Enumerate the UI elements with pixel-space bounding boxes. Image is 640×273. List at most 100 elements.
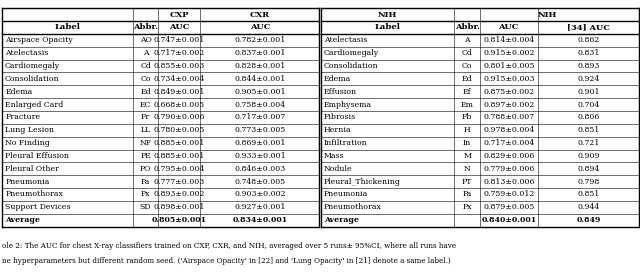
Text: Nodule: Nodule [324,165,353,173]
Text: Ed: Ed [140,88,151,96]
Text: Pneumonia: Pneumonia [5,178,49,186]
Text: 0.897±0.002: 0.897±0.002 [483,100,534,109]
Text: Fr: Fr [141,113,150,121]
Text: A: A [465,36,470,44]
Text: Average: Average [5,216,40,224]
Text: Effusion: Effusion [324,88,357,96]
Text: 0.879±0.005: 0.879±0.005 [483,203,534,211]
Text: 0.909: 0.909 [577,152,600,160]
Text: Emphysema: Emphysema [324,100,372,109]
Text: Pneumothorax: Pneumothorax [324,203,381,211]
Text: Em: Em [461,100,474,109]
Text: 0.849: 0.849 [576,216,601,224]
Text: Fb: Fb [462,113,472,121]
Text: Fracture: Fracture [5,113,40,121]
Text: Consolidation: Consolidation [324,62,378,70]
Text: Support Devices: Support Devices [5,203,70,211]
Text: 0.814±0.004: 0.814±0.004 [483,36,534,44]
Text: Ed: Ed [462,75,472,83]
Text: 0.844±0.001: 0.844±0.001 [234,75,285,83]
Text: 0.840±0.001: 0.840±0.001 [481,216,536,224]
Text: 0.885±0.001: 0.885±0.001 [154,139,205,147]
Text: 0.780±0.005: 0.780±0.005 [154,126,205,134]
Text: 0.668±0.005: 0.668±0.005 [154,100,205,109]
Text: Pleural Other: Pleural Other [5,165,59,173]
Text: 0.944: 0.944 [577,203,600,211]
Text: Mass: Mass [324,152,344,160]
Text: 0.903±0.002: 0.903±0.002 [234,191,285,198]
Text: 0.933±0.001: 0.933±0.001 [234,152,285,160]
Text: Pa: Pa [141,178,150,186]
Text: 0.898±0.001: 0.898±0.001 [154,203,205,211]
Text: Atelectasis: Atelectasis [5,49,49,57]
Text: 0.915±0.003: 0.915±0.003 [483,75,534,83]
Text: N: N [464,165,470,173]
Text: AUC: AUC [250,23,270,31]
Text: 0.759±0.012: 0.759±0.012 [483,191,534,198]
Text: 0.717±0.002: 0.717±0.002 [154,49,205,57]
Text: Co: Co [140,75,151,83]
Text: Abbr.: Abbr. [133,23,158,31]
Text: Label: Label [54,23,81,31]
Text: 0.851: 0.851 [577,191,600,198]
Text: 0.779±0.006: 0.779±0.006 [483,165,534,173]
Text: SD: SD [140,203,151,211]
Text: Pneumothorax: Pneumothorax [5,191,63,198]
Text: Airspace Opacity: Airspace Opacity [5,36,73,44]
Text: 0.748±0.005: 0.748±0.005 [234,178,285,186]
Text: CXP: CXP [170,11,189,19]
Text: 0.805±0.001: 0.805±0.001 [152,216,207,224]
Text: PT: PT [462,178,472,186]
Text: Edema: Edema [5,88,33,96]
Text: 0.704: 0.704 [577,100,600,109]
Text: 0.885±0.001: 0.885±0.001 [154,152,205,160]
Text: 0.790±0.006: 0.790±0.006 [154,113,205,121]
Text: 0.862: 0.862 [577,36,600,44]
Text: 0.837±0.001: 0.837±0.001 [234,49,285,57]
Text: 0.915±0.002: 0.915±0.002 [483,49,534,57]
Text: Px: Px [141,191,150,198]
Text: A: A [143,49,148,57]
Text: Pneumonia: Pneumonia [324,191,368,198]
Text: AUC: AUC [169,23,189,31]
Text: Lung Lesion: Lung Lesion [5,126,54,134]
Text: AUC: AUC [499,23,519,31]
Text: Px: Px [463,203,472,211]
Text: Hernia: Hernia [324,126,351,134]
Text: Cardiomegaly: Cardiomegaly [324,49,379,57]
Text: 0.924: 0.924 [577,75,600,83]
Text: NIH: NIH [378,11,397,19]
Text: Cd: Cd [140,62,151,70]
Text: Pleural_Thickening: Pleural_Thickening [324,178,401,186]
Text: 0.773±0.005: 0.773±0.005 [234,126,285,134]
Text: Average: Average [324,216,358,224]
Text: PO: PO [140,165,151,173]
Text: 0.795±0.004: 0.795±0.004 [154,165,205,173]
Text: EC: EC [140,100,151,109]
Text: Pleural Effusion: Pleural Effusion [5,152,69,160]
Text: 0.893: 0.893 [577,62,600,70]
Text: 0.806: 0.806 [577,113,600,121]
Text: 0.721: 0.721 [577,139,600,147]
Text: 0.846±0.003: 0.846±0.003 [234,165,285,173]
Text: Label: Label [374,23,401,31]
Text: Ef: Ef [463,88,472,96]
Text: NIH: NIH [537,11,557,19]
Text: CXR: CXR [250,11,270,19]
Text: 0.782±0.001: 0.782±0.001 [234,36,285,44]
Text: 0.851: 0.851 [577,126,600,134]
Text: LL: LL [140,126,151,134]
Text: Fibrosis: Fibrosis [324,113,356,121]
Text: 0.758±0.004: 0.758±0.004 [234,100,285,109]
Text: Pa: Pa [463,191,472,198]
Text: 0.869±0.001: 0.869±0.001 [234,139,285,147]
Text: 0.893±0.002: 0.893±0.002 [154,191,205,198]
Text: 0.849±0.001: 0.849±0.001 [154,88,205,96]
Text: AO: AO [140,36,152,44]
Text: 0.798: 0.798 [577,178,600,186]
Text: PE: PE [140,152,151,160]
Text: No Finding: No Finding [5,139,50,147]
Text: H: H [464,126,470,134]
Text: Abbr.: Abbr. [454,23,480,31]
Text: 0.734±0.004: 0.734±0.004 [154,75,205,83]
